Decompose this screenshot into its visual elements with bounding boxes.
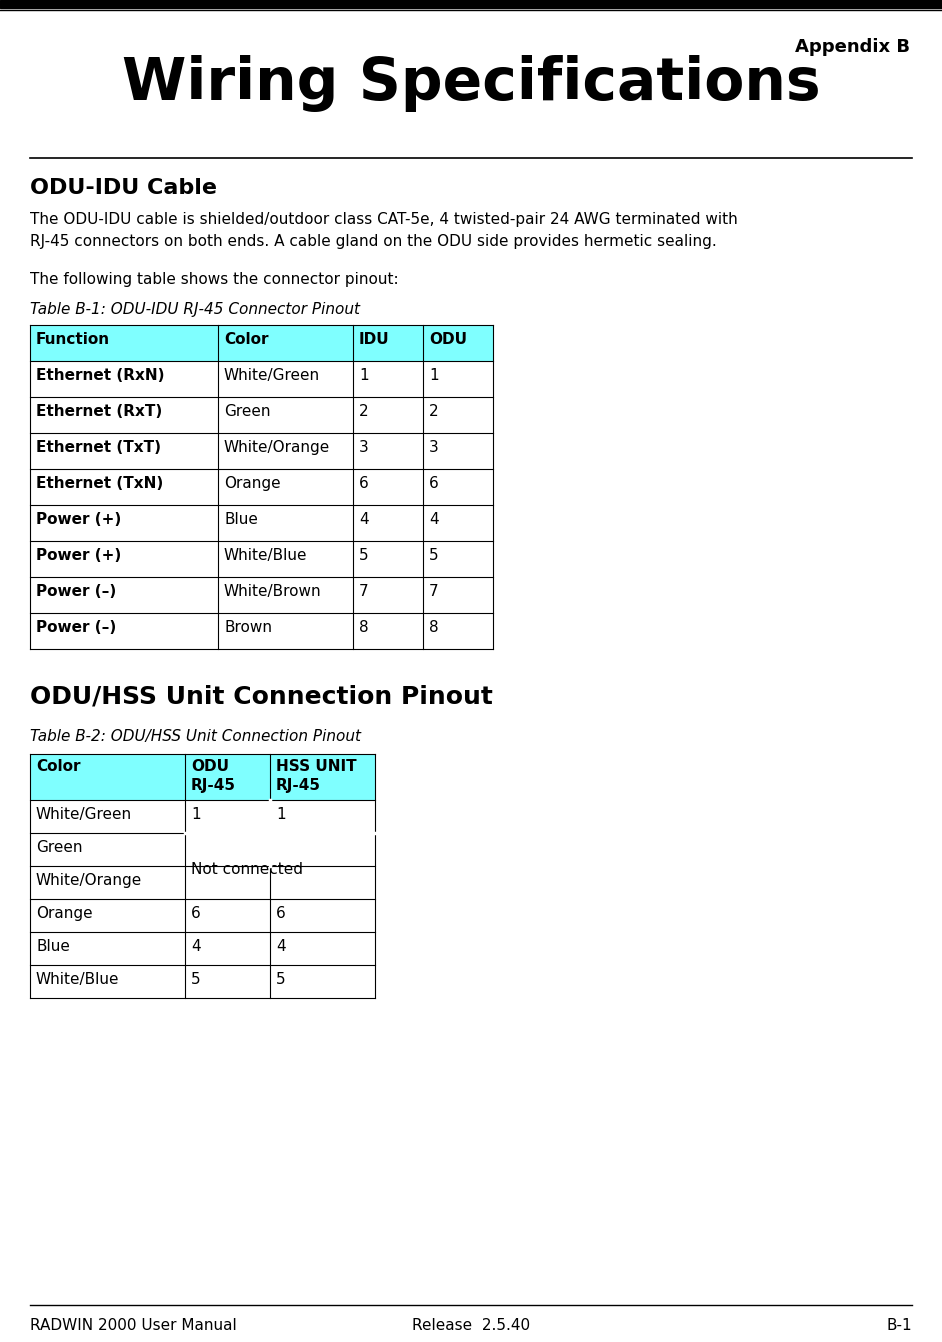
Text: 4: 4 (191, 939, 201, 954)
Text: 4: 4 (276, 939, 285, 954)
Bar (30, 754, 375, 800)
Text: 4: 4 (359, 513, 368, 527)
Text: White/Green: White/Green (36, 807, 132, 823)
Text: 8: 8 (429, 620, 439, 635)
Text: 6: 6 (276, 906, 285, 921)
Text: Blue: Blue (224, 513, 258, 527)
Text: 6: 6 (359, 476, 368, 491)
Text: 6: 6 (191, 906, 201, 921)
Text: Green: Green (36, 840, 83, 855)
Text: White/Brown: White/Brown (224, 584, 321, 599)
Text: Table B-1: ODU-IDU RJ-45 Connector Pinout: Table B-1: ODU-IDU RJ-45 Connector Pinou… (30, 302, 360, 317)
Text: Power (+): Power (+) (36, 513, 122, 527)
Text: White/Blue: White/Blue (224, 548, 307, 564)
Text: RADWIN 2000 User Manual: RADWIN 2000 User Manual (30, 1318, 236, 1333)
Text: 7: 7 (429, 584, 439, 599)
Text: Ethernet (RxN): Ethernet (RxN) (36, 368, 165, 382)
Text: Table B-2: ODU/HSS Unit Connection Pinout: Table B-2: ODU/HSS Unit Connection Pinou… (30, 729, 361, 743)
Text: ODU/HSS Unit Connection Pinout: ODU/HSS Unit Connection Pinout (30, 684, 493, 709)
Text: Not connected: Not connected (191, 862, 303, 878)
Bar (0, 0, 942, 8)
Text: 1: 1 (429, 368, 439, 382)
Text: 8: 8 (359, 620, 368, 635)
Text: Ethernet (TxT): Ethernet (TxT) (36, 440, 161, 455)
Text: Green: Green (224, 404, 270, 419)
Text: White/Orange: White/Orange (224, 440, 331, 455)
Text: The ODU-IDU cable is shielded/outdoor class CAT-5e, 4 twisted-pair 24 AWG termin: The ODU-IDU cable is shielded/outdoor cl… (30, 212, 738, 248)
Text: ODU-IDU Cable: ODU-IDU Cable (30, 178, 217, 199)
Text: 5: 5 (276, 972, 285, 986)
Text: 4: 4 (429, 513, 439, 527)
Text: 5: 5 (359, 548, 368, 564)
Text: Ethernet (RxT): Ethernet (RxT) (36, 404, 162, 419)
Text: White/Blue: White/Blue (36, 972, 120, 986)
Text: 5: 5 (191, 972, 201, 986)
Text: 1: 1 (359, 368, 368, 382)
Text: Power (+): Power (+) (36, 548, 122, 564)
Text: 5: 5 (429, 548, 439, 564)
Text: Orange: Orange (36, 906, 92, 921)
Text: The following table shows the connector pinout:: The following table shows the connector … (30, 272, 398, 287)
Text: Brown: Brown (224, 620, 272, 635)
Text: White/Green: White/Green (224, 368, 320, 382)
Text: Blue: Blue (36, 939, 70, 954)
Text: 7: 7 (359, 584, 368, 599)
Text: 6: 6 (429, 476, 439, 491)
Text: Function: Function (36, 331, 110, 348)
Text: 2: 2 (359, 404, 368, 419)
Text: Appendix B: Appendix B (795, 38, 910, 56)
Text: ODU
RJ-45: ODU RJ-45 (191, 760, 236, 793)
Text: Color: Color (36, 760, 80, 774)
Text: Ethernet (TxN): Ethernet (TxN) (36, 476, 163, 491)
Text: Power (–): Power (–) (36, 584, 116, 599)
Text: 1: 1 (276, 807, 285, 823)
Text: 1: 1 (191, 807, 201, 823)
Text: 3: 3 (359, 440, 368, 455)
Text: Color: Color (224, 331, 268, 348)
Text: 2: 2 (429, 404, 439, 419)
Text: B-1: B-1 (886, 1318, 912, 1333)
Text: IDU: IDU (359, 331, 390, 348)
Text: Orange: Orange (224, 476, 281, 491)
Text: White/Orange: White/Orange (36, 874, 142, 888)
Text: 3: 3 (429, 440, 439, 455)
Text: Wiring Specifications: Wiring Specifications (122, 55, 820, 111)
Text: Release  2.5.40: Release 2.5.40 (412, 1318, 530, 1333)
Text: ODU: ODU (429, 331, 467, 348)
Text: Power (–): Power (–) (36, 620, 116, 635)
Text: HSS UNIT
RJ-45: HSS UNIT RJ-45 (276, 760, 357, 793)
Bar (30, 325, 493, 361)
